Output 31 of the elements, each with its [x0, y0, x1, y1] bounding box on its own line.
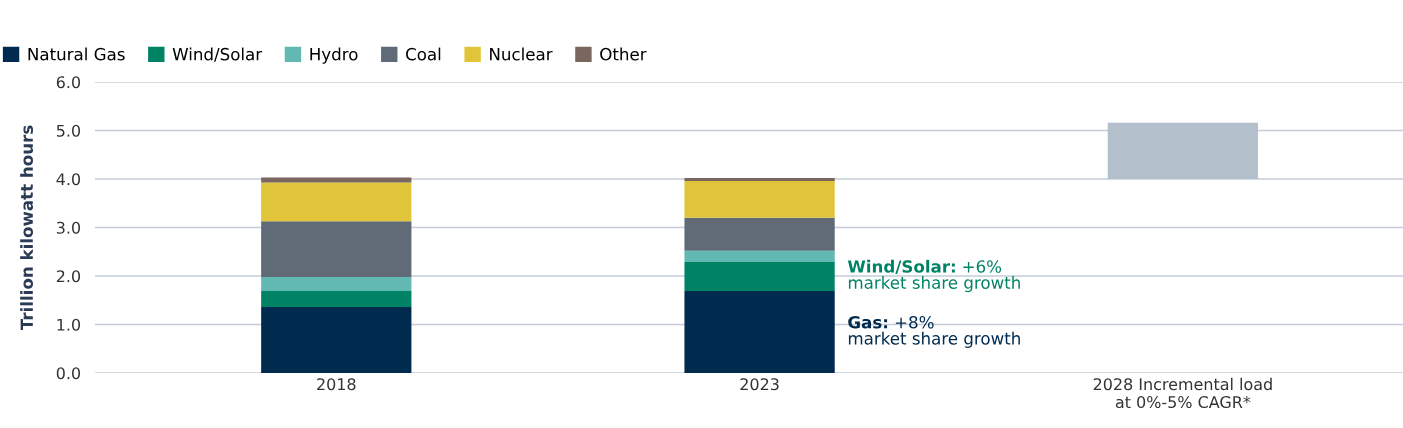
legend-label: Nuclear	[490, 47, 553, 61]
x-tick-label: 2018	[317, 378, 356, 391]
bar	[261, 307, 412, 373]
bar	[261, 276, 412, 292]
bar	[261, 182, 412, 222]
annotation: Gas: +8% market share growth	[848, 315, 1020, 348]
bar	[261, 221, 412, 277]
y-tick-label: 3.0	[56, 221, 81, 234]
legend-label: Wind/Solar	[172, 47, 263, 62]
bar	[684, 178, 835, 181]
y-tick-label: 5.0	[56, 124, 81, 137]
bar	[684, 217, 835, 251]
bar	[261, 291, 412, 308]
x-tick-label: 2023	[740, 378, 779, 391]
bar	[684, 261, 835, 292]
bar	[684, 180, 835, 218]
legend-label: Hydro	[310, 47, 358, 64]
legend-label: Coal	[406, 47, 441, 61]
y-tick-label: 6.0	[56, 76, 81, 89]
bar	[684, 291, 835, 373]
y-tick-label: 1.0	[57, 318, 81, 331]
y-tick-label: 0.0	[56, 367, 81, 380]
legend-label: Other	[600, 47, 647, 61]
bar	[684, 250, 835, 262]
y-tick-label: 2.0	[56, 270, 81, 283]
x-tick-label: 2028 Incremental load at 0%-5% CAGR*	[1093, 377, 1272, 409]
legend-label: Natural Gas	[28, 47, 125, 61]
y-tick-label: 4.0	[56, 173, 81, 186]
annotation: Wind/Solar: +6% market share growth	[847, 259, 1020, 293]
y-axis-title: Trillion kilowatt hours	[20, 125, 34, 331]
bar	[1107, 122, 1259, 179]
